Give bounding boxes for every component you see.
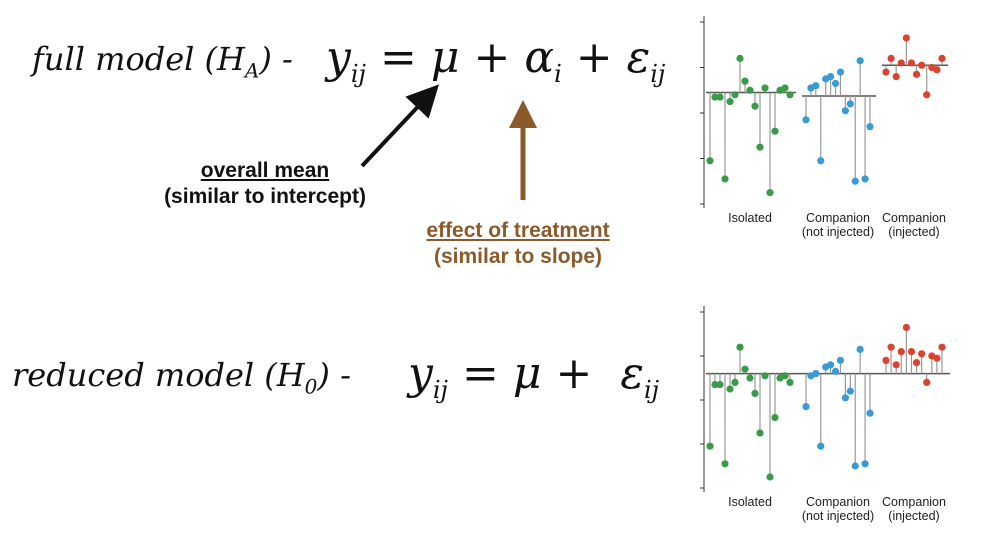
reduced-model-equation: yij = μ + εij	[408, 348, 660, 404]
data-point	[721, 175, 729, 183]
data-point	[836, 68, 845, 76]
data-point	[726, 98, 734, 106]
data-point	[827, 73, 835, 81]
data-point	[706, 157, 714, 165]
x-tick-label: Isolated	[728, 495, 772, 509]
data-point	[897, 348, 905, 356]
data-point	[887, 343, 895, 351]
data-point	[851, 462, 859, 470]
data-point	[746, 86, 754, 94]
data-point	[907, 348, 916, 356]
data-point	[827, 361, 835, 369]
data-point	[761, 372, 769, 380]
data-point	[882, 356, 890, 364]
data-point	[846, 100, 854, 108]
data-point	[766, 189, 774, 197]
data-point	[802, 403, 810, 411]
data-point	[831, 367, 840, 375]
x-tick-label: (not injected)	[802, 225, 874, 239]
data-point	[711, 381, 719, 389]
data-point	[812, 82, 820, 90]
data-point	[736, 343, 744, 351]
data-point	[831, 79, 840, 88]
full-model-chart: Isolated Companion(not injected)Companion…	[700, 16, 948, 239]
data-point	[882, 68, 890, 76]
data-point	[756, 429, 764, 437]
data-point	[912, 359, 921, 367]
data-point	[751, 102, 759, 110]
overall-mean-annotation: overall mean (similar to intercept)	[164, 159, 366, 208]
data-point	[856, 57, 864, 65]
x-tick-label: Companion	[806, 495, 870, 509]
data-point	[912, 70, 921, 78]
data-point	[766, 473, 774, 481]
data-point	[861, 460, 869, 468]
data-point	[851, 177, 859, 185]
data-point	[933, 66, 941, 74]
data-point	[746, 374, 754, 382]
data-point	[938, 343, 946, 351]
data-point	[802, 116, 810, 124]
data-point	[812, 370, 820, 378]
data-point	[841, 394, 849, 402]
data-point	[856, 345, 864, 353]
data-point	[923, 378, 931, 386]
data-point	[786, 91, 794, 99]
data-point	[716, 93, 724, 101]
x-tick-label: Companion	[882, 211, 946, 225]
treatment-arrow-head	[509, 100, 537, 128]
data-point	[907, 59, 916, 67]
data-point	[892, 73, 900, 81]
x-tick-label: Companion	[806, 211, 870, 225]
data-point	[817, 157, 825, 165]
data-point	[771, 127, 779, 135]
data-point	[751, 389, 759, 397]
data-point	[771, 414, 779, 422]
data-point	[716, 381, 724, 389]
data-point	[756, 143, 764, 151]
data-point	[861, 175, 869, 183]
data-point	[933, 354, 941, 362]
x-tick-label: Companion	[882, 495, 946, 509]
data-point	[786, 378, 794, 386]
data-point	[731, 378, 739, 386]
data-point	[892, 361, 900, 369]
data-point	[918, 61, 926, 69]
data-point	[887, 54, 895, 63]
x-tick-label: (injected)	[888, 509, 939, 523]
data-point	[866, 123, 874, 131]
x-tick-label: (injected)	[888, 225, 939, 239]
data-point	[761, 84, 769, 92]
data-point	[711, 93, 719, 101]
data-point	[938, 54, 946, 63]
x-tick-label: (not injected)	[802, 509, 874, 523]
data-point	[741, 365, 749, 373]
mean-arrow	[360, 84, 439, 168]
data-point	[902, 34, 910, 42]
data-point	[923, 91, 931, 99]
data-point	[741, 77, 749, 85]
data-point	[731, 91, 739, 99]
data-point	[721, 460, 729, 468]
full-model-equation: yij = μ + αi + εij	[326, 32, 666, 88]
full-model-label: full model (HA) -	[32, 40, 293, 83]
treatment-annotation: effect of treatment (similar to slope)	[426, 219, 610, 268]
data-point	[836, 356, 845, 364]
x-tick-label: Isolated	[728, 211, 772, 225]
data-point	[817, 442, 825, 450]
data-point	[706, 442, 714, 450]
data-point	[897, 59, 905, 67]
data-point	[846, 387, 854, 395]
reduced-model-chart: Isolated Companion(not injected)Companion…	[700, 306, 950, 523]
data-point	[866, 409, 874, 417]
data-point	[841, 107, 849, 115]
data-point	[781, 84, 789, 92]
data-point	[781, 372, 789, 380]
data-point	[726, 385, 734, 393]
data-point	[918, 350, 926, 358]
data-point	[736, 54, 744, 63]
reduced-model-label: reduced model (H0) -	[12, 356, 351, 399]
data-point	[902, 323, 910, 331]
